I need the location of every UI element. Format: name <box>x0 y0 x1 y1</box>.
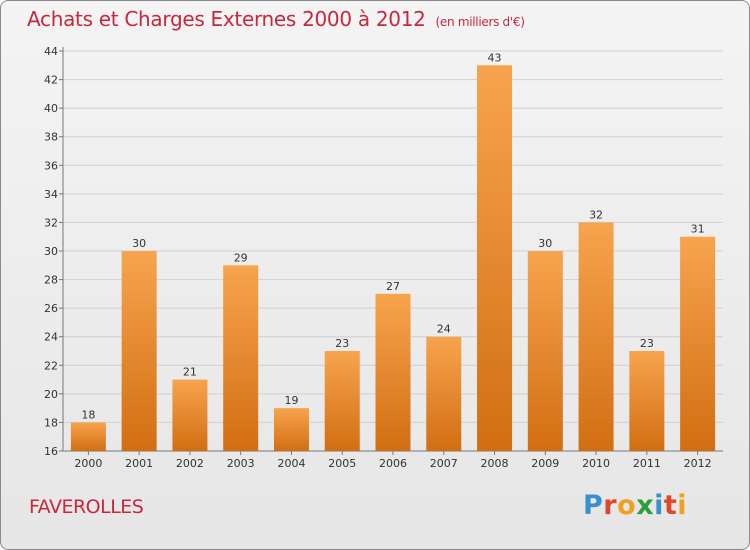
bar[interactable] <box>477 65 513 452</box>
data-label: 18 <box>81 408 95 421</box>
x-tick-label: 2002 <box>176 457 204 470</box>
logo-letter: P <box>583 490 604 521</box>
commune-name: FAVEROLLES <box>29 496 144 518</box>
bar[interactable] <box>578 222 614 451</box>
y-tick-label: 22 <box>44 359 58 372</box>
data-label: 30 <box>538 237 552 250</box>
logo-letter: i <box>677 490 688 521</box>
y-tick-label: 28 <box>44 274 58 287</box>
y-tick-label: 32 <box>44 216 58 229</box>
bar[interactable] <box>426 336 462 451</box>
logo-letter: o <box>617 490 637 521</box>
x-tick-label: 2012 <box>684 457 712 470</box>
x-tick-label: 2010 <box>582 457 610 470</box>
y-tick-label: 44 <box>44 45 58 58</box>
bar[interactable] <box>223 265 259 451</box>
bars <box>70 65 716 452</box>
x-tick-label: 2003 <box>227 457 255 470</box>
chart-title-text: Achats et Charges Externes 2000 à 2012 <box>27 7 426 31</box>
x-tick-label: 2004 <box>277 457 305 470</box>
bar[interactable] <box>70 422 106 451</box>
y-tick-label: 16 <box>44 445 58 458</box>
y-tick-label: 40 <box>44 102 58 115</box>
data-label: 27 <box>386 280 400 293</box>
y-tick-label: 20 <box>44 388 58 401</box>
y-tick-label: 24 <box>44 331 58 344</box>
x-tick-label: 2000 <box>74 457 102 470</box>
labels: 18 30 21 29 19 23 27 24 43 30 32 23 31 <box>81 51 704 421</box>
logo-letter: x <box>636 490 655 521</box>
bar[interactable] <box>172 379 208 451</box>
x-tick-label: 2009 <box>531 457 559 470</box>
y-tick-label: 36 <box>44 159 58 172</box>
data-label: 23 <box>640 337 654 350</box>
chart-unit: (en milliers d'€) <box>435 15 525 29</box>
bar[interactable] <box>680 236 716 451</box>
data-label: 29 <box>234 251 248 264</box>
proxiti-logo[interactable]: Proxiti <box>583 490 687 521</box>
data-label: 19 <box>284 394 298 407</box>
logo-letter: t <box>663 490 678 521</box>
x-tick-label: 2006 <box>379 457 407 470</box>
data-label: 23 <box>335 337 349 350</box>
data-label: 31 <box>691 223 705 236</box>
y-tick-label: 18 <box>44 416 58 429</box>
bar[interactable] <box>375 293 411 451</box>
logo-letter: i <box>654 490 664 521</box>
y-tick-label: 42 <box>44 74 58 87</box>
bar[interactable] <box>273 408 309 451</box>
bar[interactable] <box>629 351 665 451</box>
x-tick-label: 2008 <box>481 457 509 470</box>
y-tick-label: 38 <box>44 131 58 144</box>
bar[interactable] <box>527 251 563 451</box>
x-tick-label: 2005 <box>328 457 356 470</box>
x-tick-label: 2011 <box>633 457 661 470</box>
bar[interactable] <box>121 251 157 451</box>
data-label: 21 <box>183 366 197 379</box>
data-label: 24 <box>437 323 451 336</box>
y-tick-label: 26 <box>44 302 58 315</box>
x-tick-label: 2001 <box>125 457 153 470</box>
bar[interactable] <box>324 351 360 451</box>
logo-letter: r <box>603 490 618 521</box>
y-tick-label: 30 <box>44 245 58 258</box>
data-label: 32 <box>589 208 603 221</box>
x-tick-label: 2007 <box>430 457 458 470</box>
chart-title: Achats et Charges Externes 2000 à 2012 (e… <box>27 7 525 31</box>
data-label: 30 <box>132 237 146 250</box>
y-tick-label: 34 <box>44 188 58 201</box>
data-label: 43 <box>488 51 502 64</box>
